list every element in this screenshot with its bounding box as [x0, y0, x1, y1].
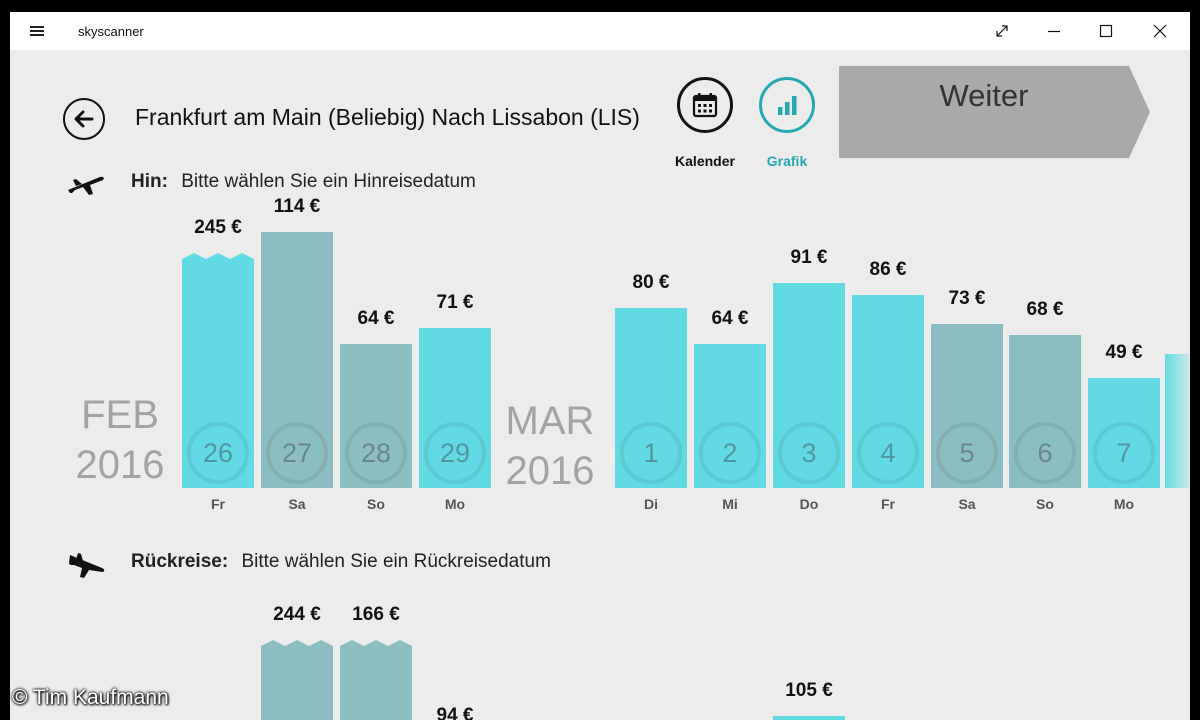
year-label: 2016 [505, 449, 595, 493]
title-bar: skyscanner [10, 12, 1190, 50]
weekday-label: So [367, 496, 385, 512]
back-button[interactable] [63, 98, 105, 140]
price-label: 49 € [1105, 341, 1143, 363]
month-name: FEB [81, 393, 159, 437]
return-price-label: 94 € [436, 704, 474, 720]
day-number: 4 [857, 422, 919, 484]
day-number: 26 [187, 422, 249, 484]
price-label: 73 € [948, 287, 986, 309]
arrow-left-icon [74, 110, 94, 128]
calendar-view-button[interactable]: Kalender [660, 75, 750, 175]
day-number: 7 [1093, 422, 1155, 484]
return-price-label: 244 € [273, 604, 321, 625]
year-label: 2016 [75, 443, 165, 487]
next-day-bar-peek[interactable] [1165, 354, 1190, 488]
return-price-label: 105 € [785, 679, 833, 701]
price-label: 80 € [632, 272, 670, 293]
weekday-label: Do [799, 496, 819, 512]
return-price-label: 166 € [352, 604, 400, 625]
close-icon [1153, 24, 1167, 38]
weekday-label: Mo [444, 496, 466, 512]
close-button[interactable] [1134, 12, 1186, 50]
return-price-bar[interactable] [261, 640, 333, 720]
weekday-label: Sa [958, 496, 976, 512]
price-label: 245 € [194, 217, 242, 238]
price-label: 64 € [711, 308, 749, 329]
return-heading: Rückreise: Bitte wählen Sie ein Rückreis… [131, 551, 551, 573]
return-price-bar[interactable] [340, 640, 412, 720]
day-number: 2 [699, 422, 761, 484]
weekday-label: Fr [881, 496, 895, 512]
maximize-icon [1099, 24, 1113, 38]
weekday-label: Di [644, 496, 658, 512]
return-label: Rückreise: [131, 551, 229, 572]
calendar-view-label: Kalender [675, 153, 735, 169]
day-number: 6 [1014, 422, 1076, 484]
return-price-bar[interactable] [773, 715, 845, 720]
outbound-heading: Hin: Bitte wählen Sie ein Hinreisedatum [131, 171, 476, 193]
graph-view-label: Grafik [766, 153, 808, 169]
price-label: 68 € [1026, 299, 1064, 320]
price-label: 114 € [273, 195, 321, 217]
price-label: 64 € [357, 308, 395, 329]
copyright-watermark: © Tim Kaufmann [12, 686, 169, 709]
day-number: 27 [266, 422, 328, 484]
price-label: 71 € [436, 292, 474, 314]
day-number: 3 [778, 422, 840, 484]
outbound-prompt: Bitte wählen Sie ein Hinreisedatum [181, 171, 476, 192]
month-year-label: FEB 2016 [50, 390, 190, 490]
graph-view-button[interactable]: Grafik [742, 75, 832, 175]
price-label: 86 € [869, 258, 907, 280]
minimize-icon [1048, 30, 1060, 33]
weekday-label: Fr [211, 496, 225, 512]
bar-chart-icon [778, 96, 797, 115]
minimize-button[interactable] [1028, 12, 1080, 50]
route-title: Frankfurt am Main (Beliebig) Nach Lissab… [135, 104, 640, 130]
airplane-departure-icon [68, 176, 104, 195]
calendar-icon [692, 93, 718, 118]
weekday-label: Sa [288, 496, 306, 512]
weekday-label: So [1036, 496, 1054, 512]
day-number: 5 [936, 422, 998, 484]
app-window: skyscanner Frankfurt am Main (Beliebig) [10, 12, 1190, 720]
day-number: 1 [620, 422, 682, 484]
weekday-label: Mo [1113, 496, 1135, 512]
price-label: 91 € [790, 247, 828, 269]
day-number: 28 [345, 422, 407, 484]
return-price-chart: 244 €166 €94 €105 €83 €85 € [10, 12, 1190, 720]
outbound-label: Hin: [131, 171, 168, 192]
app-title: skyscanner [78, 24, 144, 39]
outbound-price-chart: FEB 2016 MAR 2016 245 €26 Fr 114 €27 Sa 64 €28 So… [10, 12, 1190, 720]
day-number: 29 [424, 422, 486, 484]
airplane-arrival-icon [69, 553, 105, 578]
hamburger-menu-icon[interactable] [30, 26, 44, 36]
fullscreen-button[interactable] [976, 12, 1028, 50]
next-button[interactable]: Weiter [839, 66, 1150, 158]
maximize-button[interactable] [1080, 12, 1132, 50]
next-button-label: Weiter [939, 78, 1029, 113]
month-year-label: MAR 2016 [480, 396, 620, 496]
return-prompt: Bitte wählen Sie ein Rückreisedatum [241, 551, 551, 572]
expand-icon [996, 25, 1008, 37]
weekday-label: Mi [722, 496, 738, 512]
month-name: MAR [505, 399, 595, 443]
